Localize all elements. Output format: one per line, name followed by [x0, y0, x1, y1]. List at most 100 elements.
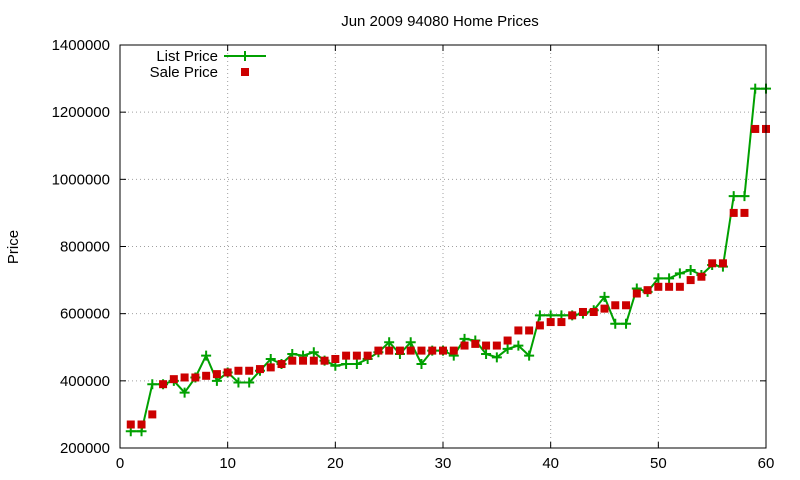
sale-price-point [740, 208, 749, 217]
sale-price-point [180, 373, 189, 382]
list-price-point [351, 359, 362, 370]
sale-price-point [234, 366, 243, 375]
sale-price-point [611, 301, 620, 310]
y-tick-label: 1000000 [52, 171, 110, 188]
list-price-point [534, 310, 545, 321]
sale-price-point [600, 304, 609, 313]
sale-price-point [126, 420, 135, 429]
sale-price-point [406, 346, 415, 355]
list-price-point [491, 352, 502, 363]
x-tick-label: 60 [758, 455, 775, 472]
sale-price-point [632, 289, 641, 298]
sale-price-point [589, 307, 598, 316]
sale-price-point [417, 346, 426, 355]
sale-price-point [751, 124, 760, 133]
list-price-point [201, 350, 212, 361]
sale-price-point [675, 282, 684, 291]
sale-price-point [202, 371, 211, 380]
y-axis-label: Price [5, 230, 22, 264]
list-price-point [233, 377, 244, 388]
list-price-point [685, 265, 696, 276]
list-price-point [244, 377, 255, 388]
x-tick-label: 10 [219, 455, 236, 472]
list-price-point [524, 350, 535, 361]
x-tick-label: 30 [435, 455, 452, 472]
sale-price-point [148, 410, 157, 419]
sale-price-point [557, 318, 566, 327]
x-tick-label: 20 [327, 455, 344, 472]
sale-price-point [299, 356, 308, 365]
sale-price-point [331, 355, 340, 364]
sale-price-point [159, 380, 168, 389]
sale-price-point [245, 366, 254, 375]
list-price-line [130, 87, 766, 433]
sale-price-point [223, 368, 232, 377]
legend-list-price-marker [240, 51, 250, 61]
sale-price-point [622, 301, 631, 310]
sale-price-point [191, 373, 200, 382]
list-price-point [265, 354, 276, 365]
sale-price-point [578, 307, 587, 316]
sale-price-point [686, 276, 695, 285]
legend-sale-price-label: Sale Price [150, 64, 218, 81]
sale-price-point [137, 420, 146, 429]
list-price-point [750, 83, 761, 94]
sale-price-point [460, 341, 469, 350]
list-price-point [653, 273, 664, 284]
sale-price-point [503, 336, 512, 345]
sale-price-point [665, 282, 674, 291]
grid [120, 45, 766, 448]
sale-price-point [643, 286, 652, 295]
list-price-point [481, 348, 492, 359]
list-price-point [502, 343, 513, 354]
list-price-point [621, 318, 632, 329]
sale-price-point [546, 318, 555, 327]
list-price-point [728, 191, 739, 202]
sale-price-point [309, 356, 318, 365]
sale-price-point [395, 346, 404, 355]
list-price-point [674, 268, 685, 279]
list-price-point [308, 347, 319, 358]
y-tick-label: 200000 [60, 440, 110, 457]
y-tick-labels: 200000 400000 600000 800000 1000000 1200000 14… [52, 37, 110, 457]
sale-price-point [492, 341, 501, 350]
sale-price-point [266, 363, 275, 372]
list-price-point [405, 337, 416, 348]
sale-price-point [169, 375, 178, 384]
list-price-point [513, 340, 524, 351]
x-tick-label: 50 [650, 455, 667, 472]
sale-price-point [471, 339, 480, 348]
list-price-point [147, 379, 158, 390]
list-price-point [739, 191, 750, 202]
y-tick-label: 400000 [60, 373, 110, 390]
sale-price-point [288, 356, 297, 365]
sale-price-point [514, 326, 523, 335]
list-price-point [599, 291, 610, 302]
sale-price-point [654, 282, 663, 291]
legend-sale-price-marker [241, 68, 249, 76]
legend: List Price Sale Price [150, 48, 266, 81]
sale-price-point [482, 341, 491, 350]
list-price-point [179, 387, 190, 398]
sale-price-point [708, 259, 717, 268]
sale-price-point [439, 346, 447, 355]
chart-title: Jun 2009 94080 Home Prices [341, 13, 539, 30]
y-tick-label: 1200000 [52, 104, 110, 121]
series-list-price [125, 83, 771, 437]
sale-price-point [697, 272, 706, 281]
sale-price-point [525, 326, 534, 335]
y-tick-label: 1400000 [52, 37, 110, 54]
y-tick-label: 600000 [60, 306, 110, 323]
plot-border [119, 44, 767, 449]
sale-price-point [374, 346, 383, 355]
sale-price-point [352, 351, 361, 360]
sale-price-point [535, 321, 544, 330]
sale-price-point [320, 356, 329, 365]
y-tick-label: 800000 [60, 239, 110, 256]
list-price-point [416, 359, 427, 370]
sale-price-point [428, 346, 437, 355]
list-price-point [341, 359, 352, 370]
x-tick-label: 0 [116, 455, 124, 472]
x-tick-labels: 0 10 20 30 40 50 60 [116, 455, 775, 472]
